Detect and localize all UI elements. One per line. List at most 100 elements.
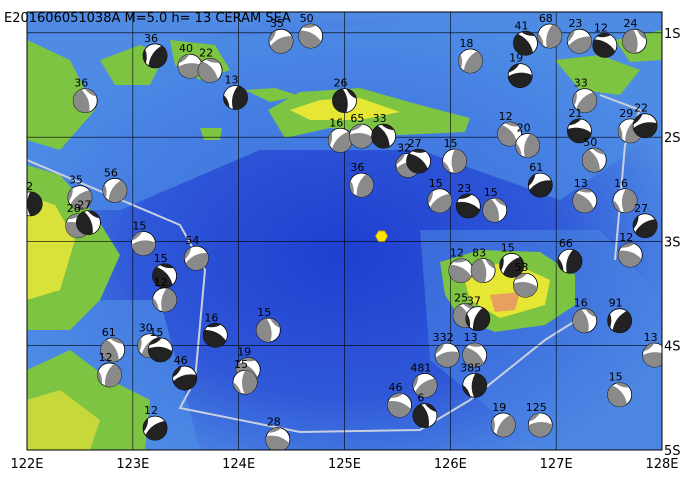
focal-mechanism <box>147 337 173 363</box>
beachball-compression <box>233 382 242 394</box>
focal-mechanism <box>592 32 618 58</box>
beachball-compression <box>471 373 487 398</box>
depth-label: 37 <box>467 295 481 308</box>
beachball-compression <box>149 337 162 346</box>
focal-mechanism <box>427 188 453 214</box>
focal-mechanism <box>507 63 533 89</box>
depth-label: 125 <box>526 401 547 414</box>
depth-label: 61 <box>102 326 116 339</box>
depth-label: 54 <box>185 234 199 247</box>
beachball-compression <box>607 385 628 407</box>
focal-mechanism <box>434 342 460 368</box>
depth-label: 12 <box>450 247 464 260</box>
depth-label: 41 <box>514 19 528 32</box>
focal-mechanism <box>465 306 491 332</box>
x-tick-label: 123E <box>116 457 149 472</box>
focal-mechanism <box>642 342 662 368</box>
x-tick-label: 126E <box>434 457 467 472</box>
x-tick-label: 128E <box>645 457 678 472</box>
beachball-compression <box>618 125 623 140</box>
beachball-compression <box>508 63 520 73</box>
beachball-compression <box>131 240 156 256</box>
focal-mechanism <box>412 403 438 428</box>
depth-label: 27 <box>634 202 648 215</box>
beachball-compression <box>152 297 159 311</box>
beachball-compression <box>173 374 197 391</box>
depth-label: 22 <box>199 46 213 59</box>
beachball-compression <box>73 89 90 113</box>
beachball-compression <box>568 118 582 126</box>
x-tick-label: 127E <box>540 457 573 472</box>
focal-mechanism <box>268 28 294 54</box>
depth-label: 332 <box>433 331 454 344</box>
depth-label: 40 <box>179 42 193 55</box>
depth-label: 12 <box>99 351 113 364</box>
depth-label: 26 <box>334 77 348 90</box>
focal-mechanism <box>458 48 483 74</box>
beachball-compression <box>396 153 406 165</box>
beachball-compression <box>198 61 218 83</box>
depth-label: 12 <box>594 21 608 34</box>
beachball-compression <box>642 352 662 368</box>
beachball-compression <box>458 54 463 69</box>
depth-label: 15 <box>132 220 146 233</box>
depth-label: 27 <box>77 199 91 212</box>
depth-label: 22 <box>634 102 648 115</box>
beachball-compression <box>148 45 168 68</box>
beachball-compression <box>265 435 290 450</box>
beachball-compression <box>411 149 427 153</box>
beachball-compression <box>584 308 597 318</box>
focal-mechanism <box>412 372 438 398</box>
depth-label: 91 <box>609 297 623 310</box>
depth-label: 19 <box>509 52 523 65</box>
beachball-compression <box>612 310 632 333</box>
beachball-compression <box>143 49 147 64</box>
focal-mechanism <box>97 362 122 388</box>
beachball-compression <box>131 231 143 241</box>
depth-label: 50 <box>583 136 597 149</box>
depth-label: 36 <box>350 161 364 174</box>
beachball-compression <box>465 313 471 328</box>
beachball-compression <box>456 201 480 218</box>
beachball-compression <box>67 188 73 202</box>
beachball-compression <box>429 193 452 213</box>
beachball-compression <box>414 378 437 398</box>
depth-label: 33 <box>373 112 387 125</box>
depth-label: 12 <box>154 276 168 289</box>
beachball-compression <box>435 351 460 368</box>
depth-label: 16 <box>574 297 588 310</box>
depth-label: 23 <box>457 182 471 195</box>
focal-mechanism <box>100 337 126 363</box>
beachball-compression <box>451 149 467 174</box>
beachball-compression <box>413 375 419 389</box>
depth-label: 12 <box>499 110 513 123</box>
beachball-compression <box>332 88 348 113</box>
focal-mechanism <box>567 118 592 144</box>
beachball-compression <box>503 256 524 278</box>
depth-label: 15 <box>609 371 623 384</box>
depth-label: 19 <box>237 346 251 359</box>
land <box>555 55 640 95</box>
beachball-compression <box>497 124 518 147</box>
beachball-compression <box>463 51 483 73</box>
focal-mechanism <box>455 193 481 219</box>
focal-mechanism <box>612 188 638 214</box>
focal-mechanism <box>177 53 203 79</box>
beachball-compression <box>458 194 473 200</box>
beachball-compression <box>298 30 322 48</box>
land <box>27 40 95 150</box>
beachball-compression <box>371 125 390 149</box>
beachball-compression <box>67 213 82 220</box>
depth-label: 23 <box>568 17 582 30</box>
beachball-compression <box>485 258 496 269</box>
depth-label: 15 <box>429 177 443 190</box>
focal-mechanism <box>406 148 431 174</box>
beachball-compression <box>515 142 522 156</box>
focal-mechanism <box>557 248 583 274</box>
focal-mechanism <box>442 148 467 174</box>
depth-label: 16 <box>614 177 628 190</box>
depth-label: 12 <box>144 404 158 417</box>
